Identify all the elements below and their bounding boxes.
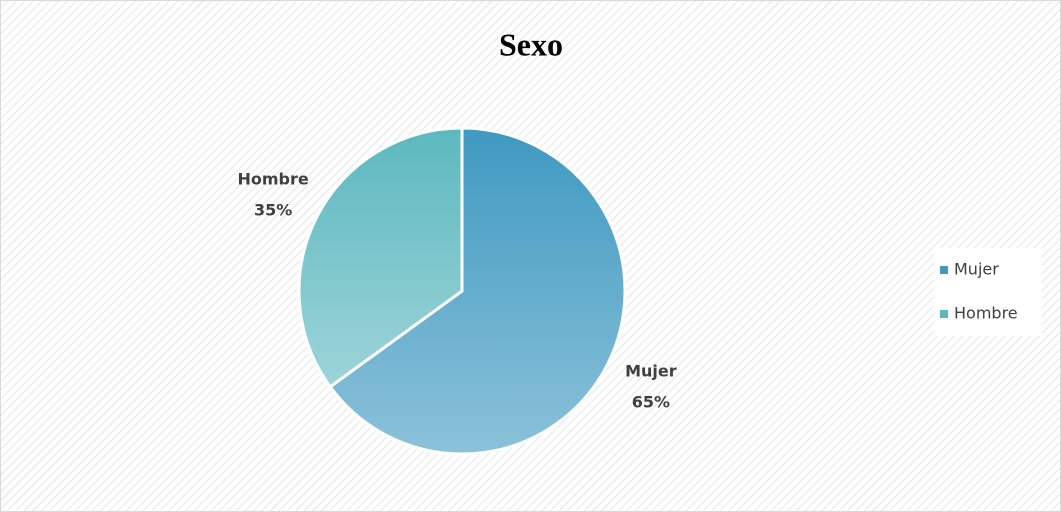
data-label-value: 65%	[632, 393, 670, 412]
legend-box	[934, 248, 1042, 336]
slice-shade	[330, 128, 625, 454]
slice-shade	[298, 127, 462, 387]
legend-label: Mujer	[954, 260, 999, 279]
chart-title: Sexo	[499, 26, 563, 62]
data-label-value: 35%	[254, 200, 292, 219]
legend-marker	[940, 310, 948, 318]
data-label-name: Mujer	[625, 362, 677, 381]
legend-label: Hombre	[954, 304, 1018, 323]
data-label-name: Hombre	[237, 169, 308, 188]
legend-marker	[940, 266, 948, 274]
